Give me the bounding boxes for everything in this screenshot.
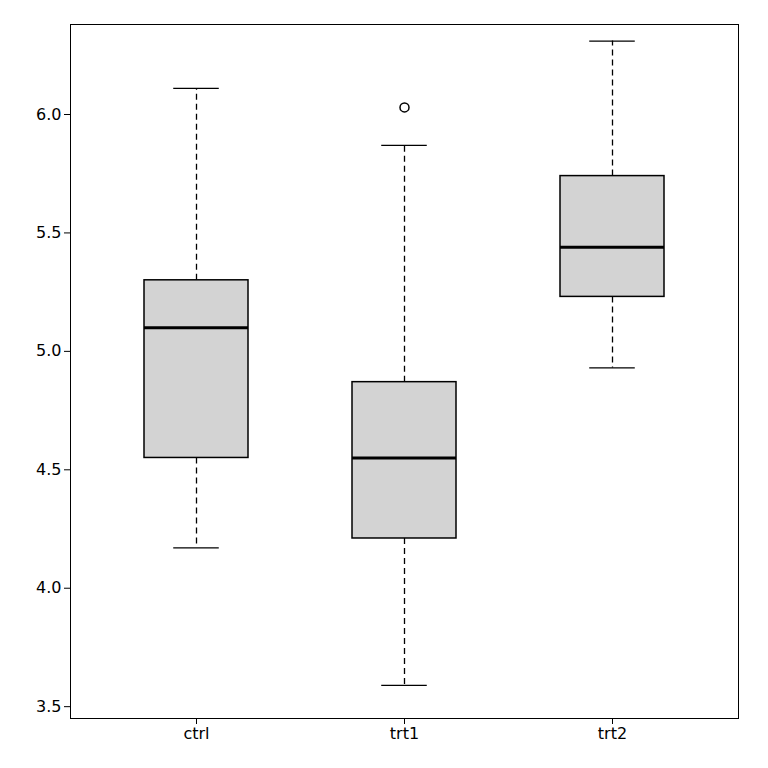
svg-text:ctrl: ctrl	[183, 724, 209, 743]
svg-text:5.5: 5.5	[36, 223, 61, 242]
svg-text:trt2: trt2	[598, 724, 627, 743]
svg-text:5.0: 5.0	[36, 341, 61, 360]
svg-text:6.0: 6.0	[36, 105, 61, 124]
svg-text:trt1: trt1	[390, 724, 419, 743]
svg-text:4.0: 4.0	[36, 578, 61, 597]
svg-text:3.5: 3.5	[36, 697, 61, 716]
svg-text:4.5: 4.5	[36, 460, 61, 479]
